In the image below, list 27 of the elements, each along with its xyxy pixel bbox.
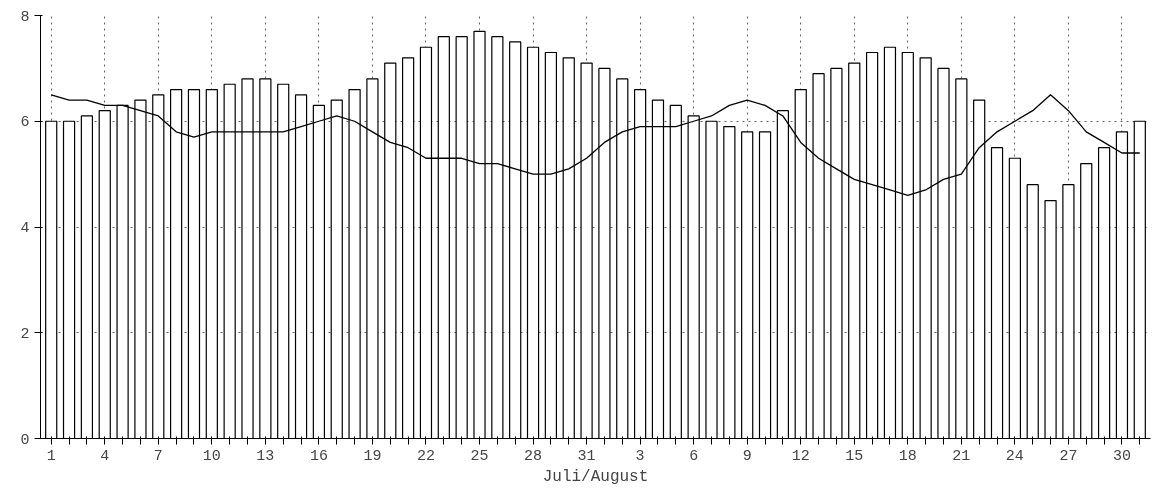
x-tick-label: 16	[309, 447, 328, 465]
y-tick-label: 2	[20, 325, 30, 343]
x-tick-label: 22	[416, 447, 435, 465]
x-tick-label: 18	[898, 447, 917, 465]
x-tick-label: 30	[1112, 447, 1131, 465]
x-tick-label: 12	[791, 447, 810, 465]
x-tick-label: 15	[845, 447, 864, 465]
x-tick-label: 7	[153, 447, 163, 465]
x-axis-title: Juli/August	[542, 467, 649, 486]
x-tick-label: 27	[1059, 447, 1078, 465]
x-tick-label: 28	[524, 447, 543, 465]
x-tick-label: 9	[742, 447, 752, 465]
x-tick-label: 3	[635, 447, 645, 465]
x-tick-label: 10	[202, 447, 221, 465]
x-tick-label: 6	[689, 447, 699, 465]
y-tick-label: 0	[20, 431, 30, 449]
x-tick-label: 1	[46, 447, 56, 465]
y-tick-label: 8	[20, 8, 30, 26]
x-tick-label: 21	[952, 447, 971, 465]
x-tick-label: 4	[100, 447, 110, 465]
x-tick-label: 25	[470, 447, 489, 465]
x-tick-label: 13	[256, 447, 275, 465]
y-tick-label: 6	[20, 114, 30, 132]
x-tick-label: 24	[1005, 447, 1024, 465]
x-tick-label: 19	[363, 447, 382, 465]
y-tick-label: 4	[20, 220, 30, 237]
x-tick-label: 31	[577, 447, 596, 465]
